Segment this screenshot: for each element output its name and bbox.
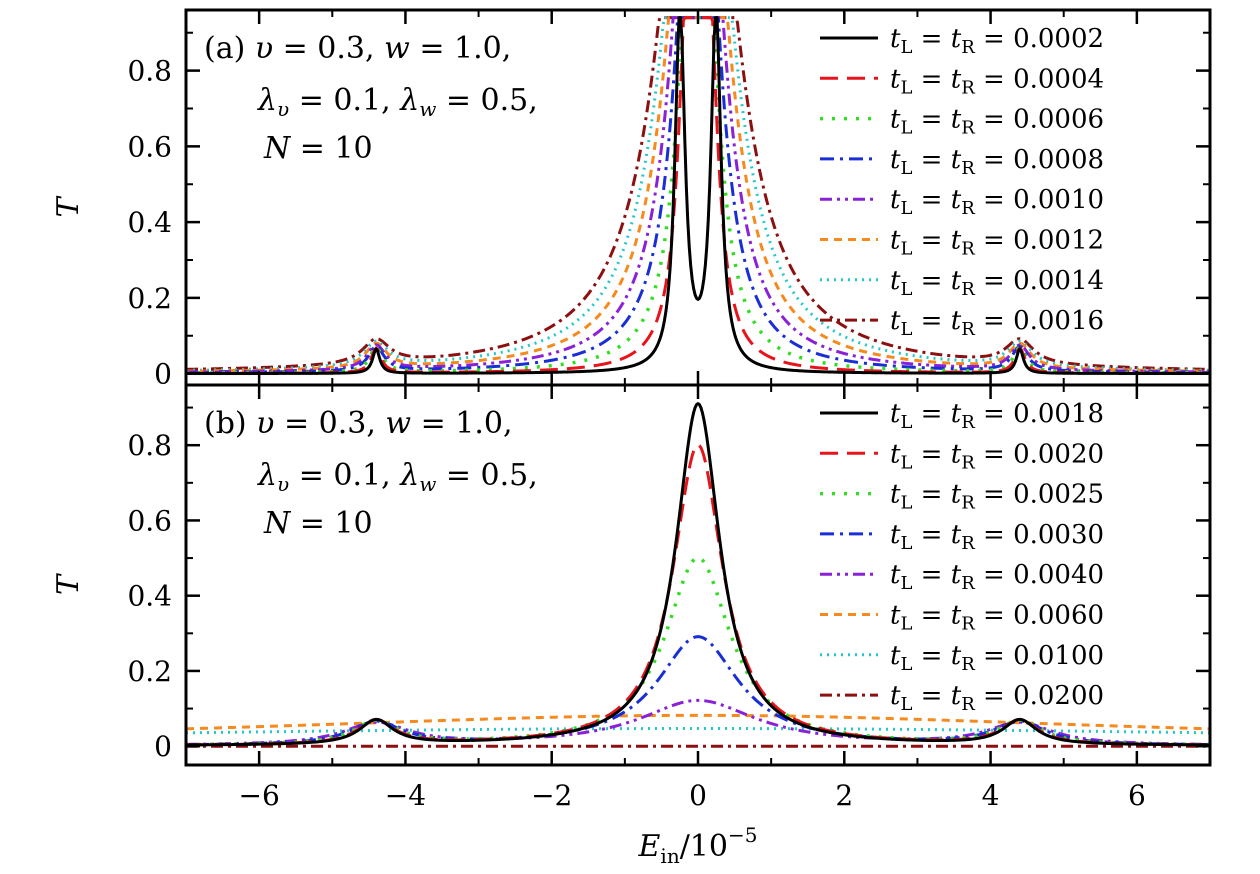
annotation-line-2: λυ = 0.1, λw = 0.5, — [257, 458, 538, 496]
y-tick-label: 0.2 — [127, 655, 172, 688]
x-tick-label: 4 — [982, 779, 1000, 812]
y-tick-label: 0.4 — [127, 580, 172, 613]
annotation-line-1: (b) υ = 0.3, w = 1.0, — [204, 406, 513, 441]
y-tick-label: 0 — [154, 358, 172, 391]
panel-b: 0 0.2 0.4 0.6 0.8 −6 −4 −2 0 2 4 6 T (b) υ = 0.3, w =… — [51, 383, 1212, 812]
legend: tL = tR = 0.0018 tL = tR = 0.0020 tL = tR … — [820, 399, 1104, 715]
x-tick-label: 6 — [1128, 779, 1146, 812]
y-axis-label: T — [51, 196, 86, 218]
series-line — [186, 16, 1210, 374]
y-tick-label: 0.6 — [127, 504, 172, 537]
legend-label: tL = tR = 0.0020 — [890, 439, 1104, 473]
legend-label: tL = tR = 0.0018 — [890, 399, 1104, 433]
legend-label: tL = tR = 0.0012 — [890, 226, 1104, 260]
x-axis-label: Ein/10−5 — [638, 823, 758, 868]
series-line — [186, 635, 1210, 747]
series-layer — [186, 402, 1210, 748]
annotation-line-3: N = 10 — [263, 131, 373, 166]
legend-label: tL = tR = 0.0025 — [890, 480, 1104, 514]
legend-label: tL = tR = 0.0004 — [890, 64, 1104, 98]
legend-label: tL = tR = 0.0200 — [890, 681, 1104, 715]
annotation-line-2: λυ = 0.1, λw = 0.5, — [257, 83, 538, 121]
x-tick-label: −4 — [385, 779, 426, 812]
legend-label: tL = tR = 0.0010 — [890, 185, 1104, 219]
annotation-line-3: N = 10 — [263, 506, 373, 541]
series-line — [186, 402, 1210, 747]
legend-label: tL = tR = 0.0014 — [890, 266, 1104, 300]
x-tick-label: 2 — [835, 779, 853, 812]
legend-label: tL = tR = 0.0006 — [890, 105, 1104, 139]
annotation: (a) υ = 0.3, w = 1.0, λυ = 0.1, λw = 0.5,… — [204, 31, 538, 166]
y-tick-label: 0.6 — [127, 130, 172, 163]
annotation-line-1: (a) υ = 0.3, w = 1.0, — [204, 31, 511, 66]
series-line — [186, 698, 1210, 746]
panel-a: 0 0.2 0.4 0.6 0.8 T (a) υ = 0.3, w = 1.0, λυ = … — [51, 8, 1212, 391]
y-tick-label: 0.4 — [127, 206, 172, 239]
legend-label: tL = tR = 0.0040 — [890, 560, 1104, 594]
legend-label: tL = tR = 0.0016 — [890, 306, 1104, 340]
y-axis-label: T — [51, 573, 86, 595]
y-tick-label: 0 — [154, 730, 172, 763]
legend-label: tL = tR = 0.0002 — [890, 24, 1104, 58]
series-line — [186, 727, 1210, 735]
legend-label: tL = tR = 0.0060 — [890, 601, 1104, 635]
x-tick-label: −6 — [239, 779, 280, 812]
annotation: (b) υ = 0.3, w = 1.0, λυ = 0.1, λw = 0.5,… — [204, 406, 538, 541]
series-line — [186, 16, 1210, 375]
legend-label: tL = tR = 0.0100 — [890, 641, 1104, 675]
legend: tL = tR = 0.0002 tL = tR = 0.0004 tL = tR … — [820, 24, 1104, 340]
series-line — [186, 16, 1210, 376]
y-tick-label: 0.2 — [127, 282, 172, 315]
x-axis-title: Ein/10−5 — [638, 823, 758, 868]
series-line — [186, 16, 1210, 374]
x-tick-label: 0 — [689, 779, 707, 812]
y-tick-label: 0.8 — [127, 55, 172, 88]
series-line — [186, 16, 1210, 373]
legend-label: tL = tR = 0.0030 — [890, 520, 1104, 554]
y-tick-label: 0.8 — [127, 429, 172, 462]
series-line — [186, 713, 1210, 731]
legend-label: tL = tR = 0.0008 — [890, 145, 1104, 179]
x-tick-label: −2 — [531, 779, 572, 812]
